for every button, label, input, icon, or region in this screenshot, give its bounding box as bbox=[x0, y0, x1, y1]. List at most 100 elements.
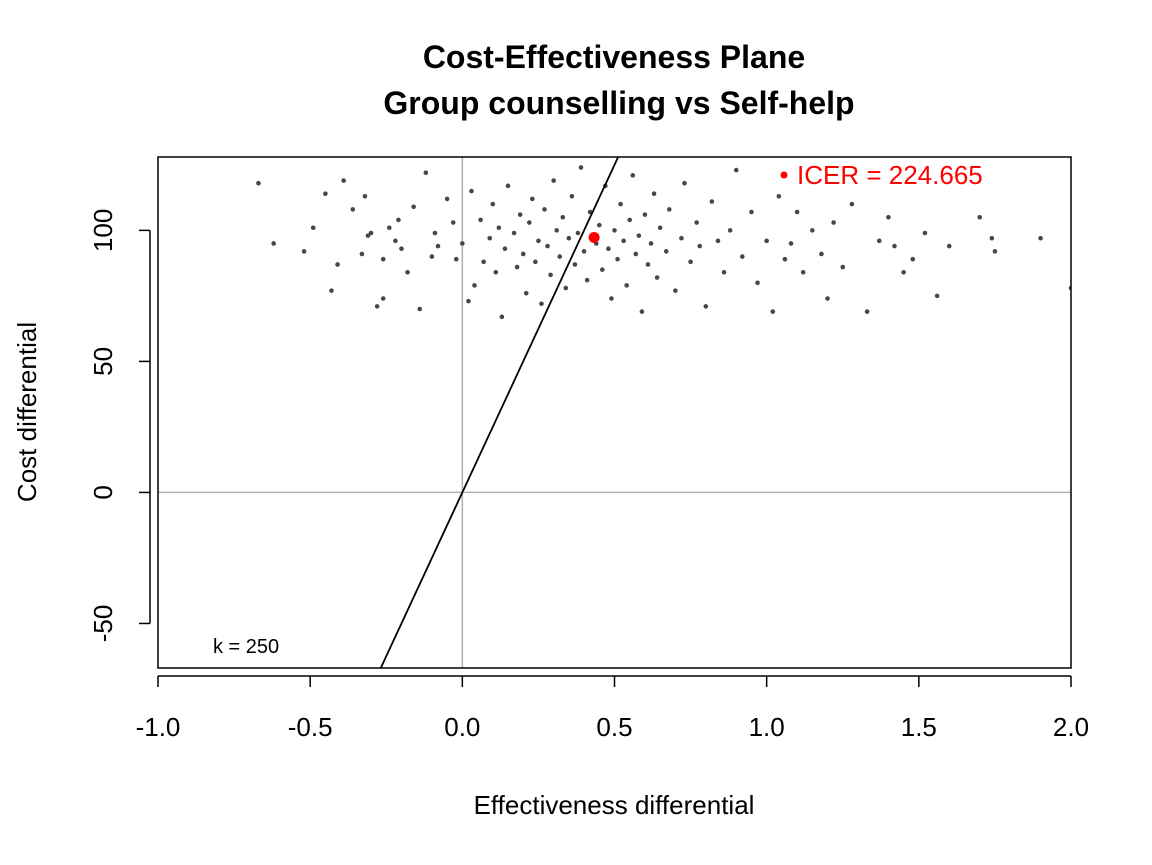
simulation-point bbox=[530, 196, 535, 202]
y-tick-label: 100 bbox=[88, 209, 118, 252]
simulation-point bbox=[901, 270, 906, 275]
simulation-point bbox=[450, 220, 456, 225]
simulation-point bbox=[788, 241, 794, 246]
simulation-point bbox=[600, 267, 605, 272]
simulation-point bbox=[578, 165, 584, 170]
simulation-point bbox=[505, 183, 511, 189]
simulation-point bbox=[581, 249, 587, 254]
icer-point bbox=[588, 231, 600, 243]
simulation-point bbox=[271, 241, 276, 246]
simulation-point bbox=[435, 243, 441, 249]
simulation-point bbox=[575, 230, 581, 236]
simulation-point bbox=[453, 256, 459, 262]
simulation-point bbox=[740, 254, 745, 259]
simulation-point bbox=[350, 207, 356, 212]
simulation-point bbox=[335, 262, 340, 267]
simulation-point bbox=[651, 191, 657, 196]
simulation-point bbox=[444, 196, 450, 202]
simulation-point bbox=[688, 259, 693, 265]
simulation-point bbox=[496, 225, 502, 231]
simulation-point bbox=[1038, 235, 1043, 241]
simulation-point bbox=[934, 293, 940, 299]
simulation-point bbox=[310, 225, 316, 231]
simulation-point bbox=[627, 217, 633, 223]
simulation-point bbox=[642, 212, 648, 217]
simulation-point bbox=[648, 241, 654, 246]
simulation-point bbox=[727, 228, 733, 233]
simulation-point bbox=[563, 285, 569, 291]
icer-legend-dot bbox=[780, 171, 788, 179]
simulation-point bbox=[399, 246, 404, 252]
plot-frame bbox=[157, 156, 1072, 669]
x-axis-label: Effectiveness differential bbox=[474, 790, 755, 820]
y-axis: -50 0 50 100 bbox=[88, 209, 151, 642]
simulation-point bbox=[694, 220, 699, 225]
simulation-point bbox=[460, 241, 465, 246]
simulation-point bbox=[606, 246, 611, 252]
simulation-point bbox=[481, 259, 486, 265]
simulation-point bbox=[256, 180, 261, 186]
simulation-point bbox=[386, 225, 392, 231]
simulation-point bbox=[663, 249, 669, 254]
x-tick-label: 0.5 bbox=[596, 712, 632, 742]
simulation-point bbox=[520, 251, 526, 257]
simulation-point bbox=[523, 290, 529, 296]
wtp-threshold-label: k = 250 bbox=[213, 636, 279, 658]
simulation-point bbox=[782, 256, 788, 262]
simulation-point bbox=[679, 235, 684, 241]
simulation-point bbox=[992, 249, 998, 254]
simulation-point bbox=[341, 178, 346, 183]
simulation-point bbox=[831, 220, 836, 225]
willingness-to-pay-line bbox=[379, 157, 619, 668]
simulation-point bbox=[946, 243, 952, 249]
chart-subtitle: Group counselling vs Self-help bbox=[383, 85, 854, 121]
simulation-point bbox=[800, 270, 806, 275]
simulation-point bbox=[362, 194, 368, 199]
simulation-point bbox=[301, 249, 307, 254]
simulation-point bbox=[329, 288, 334, 293]
simulation-point bbox=[323, 191, 328, 196]
simulation-point bbox=[374, 304, 380, 309]
simulation-point bbox=[794, 209, 800, 215]
simulation-point bbox=[864, 309, 870, 314]
x-tick-label: 0.0 bbox=[444, 712, 480, 742]
simulation-point bbox=[840, 264, 846, 270]
simulation-point bbox=[657, 225, 663, 231]
x-tick-label: 2.0 bbox=[1053, 712, 1089, 742]
simulation-point bbox=[733, 167, 739, 173]
simulation-point bbox=[977, 214, 982, 220]
y-tick-label: 0 bbox=[88, 485, 118, 499]
simulation-point bbox=[411, 204, 416, 210]
simulation-point bbox=[633, 251, 639, 257]
x-tick-label: -0.5 bbox=[288, 712, 333, 742]
simulation-point bbox=[989, 235, 995, 241]
chart-title: Cost-Effectiveness Plane bbox=[423, 39, 805, 75]
simulation-point bbox=[545, 243, 550, 249]
simulation-point bbox=[554, 228, 559, 233]
simulation-point bbox=[526, 220, 532, 225]
simulation-point bbox=[469, 188, 474, 194]
simulation-point bbox=[359, 251, 365, 257]
simulation-point bbox=[487, 235, 493, 241]
simulation-point bbox=[755, 280, 760, 286]
simulation-point bbox=[666, 207, 672, 212]
simulation-point bbox=[490, 201, 496, 207]
simulation-point bbox=[393, 238, 398, 244]
simulation-point bbox=[493, 270, 499, 275]
simulation-point bbox=[709, 199, 715, 204]
simulation-point bbox=[396, 217, 401, 223]
simulation-point bbox=[572, 262, 578, 267]
simulation-point bbox=[621, 238, 626, 244]
x-tick-label: 1.0 bbox=[749, 712, 785, 742]
simulation-point bbox=[654, 275, 660, 280]
simulation-point bbox=[499, 314, 505, 320]
simulation-point bbox=[886, 214, 891, 220]
simulation-point bbox=[682, 180, 687, 186]
icer-label: ICER = 224.665 bbox=[797, 160, 983, 190]
simulation-point bbox=[566, 235, 572, 241]
simulation-point bbox=[615, 256, 620, 262]
simulation-point bbox=[542, 207, 547, 212]
simulation-point bbox=[517, 212, 523, 217]
simulation-point bbox=[697, 243, 703, 249]
